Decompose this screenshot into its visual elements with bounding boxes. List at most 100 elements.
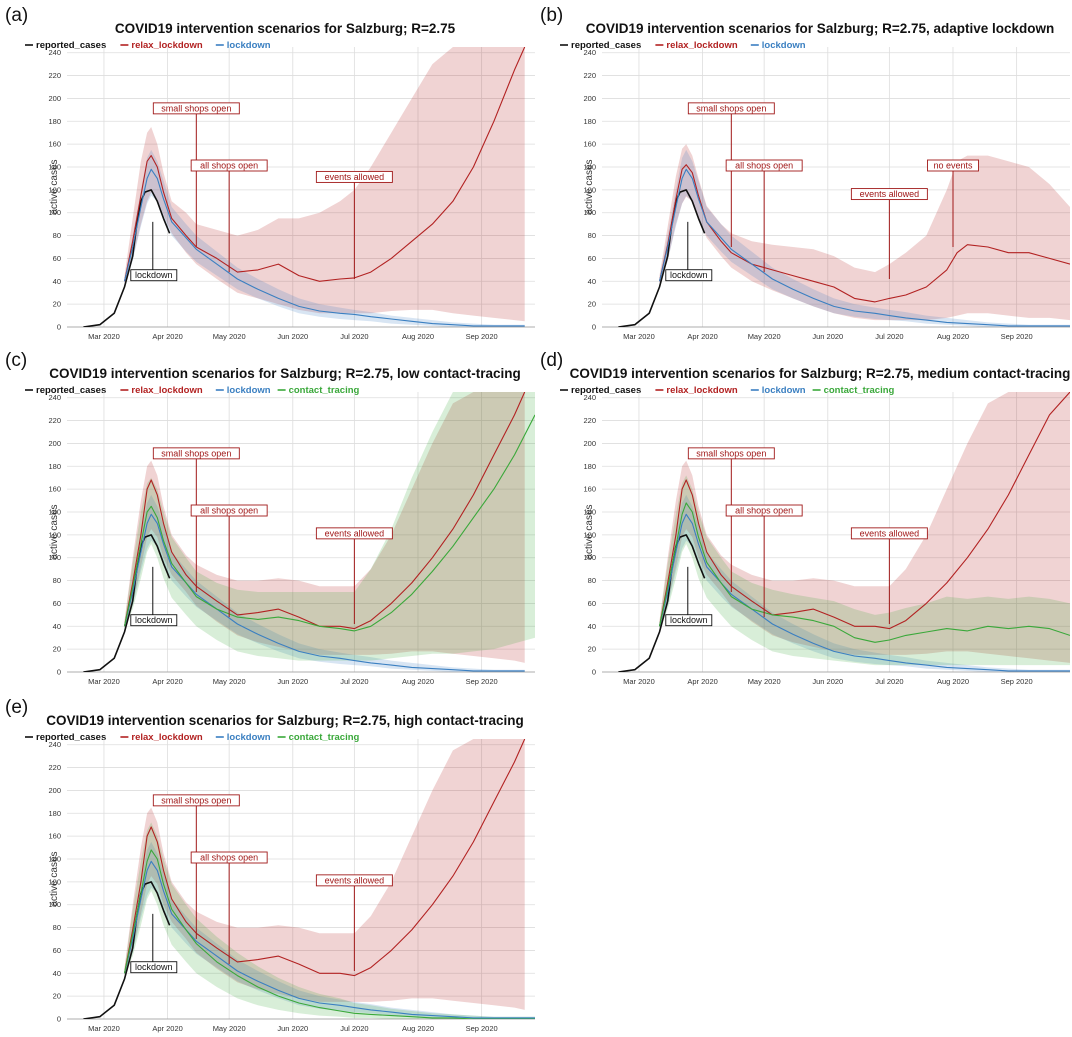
- y-tick-label: 200: [583, 439, 596, 448]
- y-tick-label: 100: [583, 208, 596, 217]
- y-tick-label: 200: [583, 94, 596, 103]
- annotation-label: events allowed: [325, 875, 385, 885]
- y-tick-label: 20: [588, 645, 596, 654]
- annotation-label: lockdown: [135, 962, 173, 972]
- y-tick-label: 60: [588, 254, 596, 263]
- x-tick-label: Apr 2020: [687, 332, 717, 341]
- x-tick-label: Jun 2020: [277, 1024, 308, 1033]
- y-tick-label: 180: [48, 462, 61, 471]
- annotation-box: [190, 504, 268, 517]
- x-tick-label: Sep 2020: [466, 677, 498, 686]
- y-tick-label: 80: [588, 576, 596, 585]
- series-line-relax_lockdown: [658, 392, 1070, 630]
- annotation-box: [130, 961, 178, 974]
- plot-area: [618, 144, 1070, 327]
- y-tick-label: 200: [48, 786, 61, 795]
- legend: reported_cases relax_lockdown lockdown: [560, 40, 806, 51]
- legend: reported_cases relax_lockdown lockdown cont…: [560, 385, 895, 396]
- plot-area: [618, 392, 1070, 672]
- chart-title: COVID19 intervention scenarios for Salzb…: [49, 366, 521, 381]
- y-tick-label: 100: [48, 208, 61, 217]
- annotation-lockdown: lockdown: [130, 913, 178, 974]
- annotation-label: events allowed: [860, 189, 920, 199]
- y-tick-label: 20: [53, 645, 61, 654]
- chart-panel-c: (c) COVID19 intervention scenarios for Sa…: [5, 350, 535, 690]
- y-tick-label: 220: [583, 71, 596, 80]
- legend-item-contact_tracing: contact_tracing: [289, 385, 360, 396]
- x-tick-label: May 2020: [213, 332, 246, 341]
- y-tick-label: 80: [53, 231, 61, 240]
- x-tick-label: Sep 2020: [1001, 332, 1033, 341]
- annotation-label: small shops open: [161, 103, 231, 113]
- y-tick-label: 120: [48, 185, 61, 194]
- annotation-box: [687, 447, 775, 460]
- annotation-small-shops-open: small shops open: [152, 447, 240, 592]
- annotation-lockdown: lockdown: [665, 221, 713, 282]
- y-tick-label: 40: [53, 969, 61, 978]
- series-line-contact_tracing: [123, 414, 535, 632]
- y-tick-label: 100: [48, 553, 61, 562]
- y-tick-label: 140: [48, 163, 61, 172]
- y-tick-label: 240: [48, 393, 61, 402]
- chart-title: COVID19 intervention scenarios for Salzb…: [115, 21, 456, 36]
- legend-item-lockdown: lockdown: [227, 385, 271, 396]
- y-tick-label: 240: [48, 740, 61, 749]
- y-tick-label: 80: [588, 231, 596, 240]
- y-tick-label: 160: [48, 140, 61, 149]
- x-tick-label: Apr 2020: [152, 1024, 182, 1033]
- band-contact_tracing: [124, 392, 535, 661]
- y-tick-label: 80: [53, 576, 61, 585]
- legend-item-contact_tracing: contact_tracing: [824, 385, 895, 396]
- panel-letter: (e): [5, 697, 29, 718]
- legend-item-reported_cases: reported_cases: [571, 385, 641, 396]
- chart-panel-e: (e) COVID19 intervention scenarios for Sa…: [5, 697, 535, 1037]
- legend-item-relax_lockdown: relax_lockdown: [131, 40, 202, 51]
- x-tick-label: Jun 2020: [812, 332, 843, 341]
- x-tick-label: Aug 2020: [402, 677, 434, 686]
- y-tick-label: 120: [48, 877, 61, 886]
- y-tick-label: 140: [48, 855, 61, 864]
- annotation-label: events allowed: [325, 528, 385, 538]
- annotation-small-shops-open: small shops open: [687, 447, 775, 592]
- annotation-events-allowed: events allowed: [315, 527, 393, 624]
- annotation-label: small shops open: [696, 103, 766, 113]
- x-tick-label: Sep 2020: [466, 332, 498, 341]
- x-tick-label: Aug 2020: [402, 332, 434, 341]
- y-tick-label: 160: [48, 485, 61, 494]
- legend-item-relax_lockdown: relax_lockdown: [666, 385, 737, 396]
- band-contact_tracing: [124, 822, 535, 1019]
- y-tick-label: 240: [583, 393, 596, 402]
- annotation-box: [725, 159, 803, 172]
- x-tick-label: Mar 2020: [623, 677, 655, 686]
- series-line-relax_lockdown: [658, 164, 1070, 303]
- x-tick-label: Jul 2020: [340, 677, 368, 686]
- annotation-events-allowed: events allowed: [315, 874, 393, 971]
- y-tick-label: 240: [48, 48, 61, 57]
- series-line-relax_lockdown: [123, 739, 526, 977]
- annotation-label: events allowed: [860, 528, 920, 538]
- y-tick-label: 120: [583, 185, 596, 194]
- annotation-box: [152, 794, 240, 807]
- annotation-label: lockdown: [135, 615, 173, 625]
- annotation-all-shops-open: all shops open: [190, 851, 268, 965]
- legend-item-lockdown: lockdown: [762, 40, 806, 51]
- chart-svg: COVID19 intervention scenarios for Salzb…: [25, 21, 535, 341]
- x-tick-label: Jul 2020: [875, 332, 903, 341]
- y-tick-label: 40: [53, 622, 61, 631]
- chart-svg: COVID19 intervention scenarios for Salzb…: [560, 366, 1070, 686]
- annotation-box: [315, 527, 393, 540]
- annotation-label: events allowed: [325, 172, 385, 182]
- legend-item-contact_tracing: contact_tracing: [289, 732, 360, 743]
- annotation-box: [130, 614, 178, 627]
- x-tick-label: Aug 2020: [937, 677, 969, 686]
- series-line-lockdown: [123, 860, 535, 1019]
- series-line-lockdown: [123, 513, 525, 672]
- y-axis-label: active cases: [49, 851, 60, 906]
- y-tick-label: 40: [588, 622, 596, 631]
- annotation-box: [665, 269, 713, 282]
- y-tick-label: 160: [583, 140, 596, 149]
- annotation-label: all shops open: [735, 161, 793, 171]
- y-tick-label: 140: [583, 508, 596, 517]
- y-tick-label: 180: [48, 809, 61, 818]
- annotation-box: [315, 170, 393, 183]
